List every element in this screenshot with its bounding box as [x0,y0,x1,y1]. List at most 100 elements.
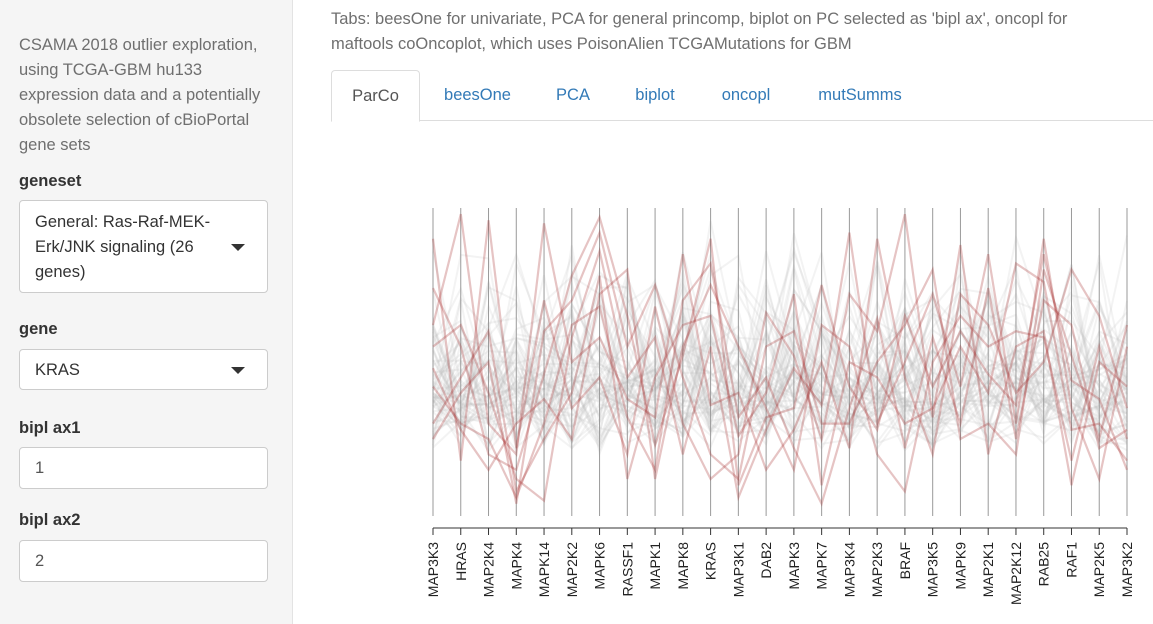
background-line [432,264,1128,447]
x-tick-label: MAP3K3 [425,542,441,597]
background-line [432,277,1128,446]
series-line [431,267,1129,494]
background-line [432,289,1128,429]
background-line [432,235,1128,446]
background-line [432,288,1128,434]
background-line [432,289,1128,445]
background-line [432,287,1128,445]
background-line [432,221,1128,453]
tab-mutsumms[interactable]: mutSumms [818,86,902,104]
bipl-ax1-input[interactable]: 1 [19,447,268,489]
background-line [432,286,1128,447]
x-tick-label: BRAF [897,542,913,579]
background-line [432,251,1128,443]
background-line [432,286,1128,452]
x-tick-label: MAP2K4 [481,542,497,597]
background-line [432,273,1128,450]
x-tick-label: MAP2K2 [564,542,580,597]
sidebar-panel: CSAMA 2018 outlier exploration, using TC… [0,0,293,624]
background-line [432,300,1128,453]
background-line [432,255,1128,450]
sidebar-intro-text: CSAMA 2018 outlier exploration, using TC… [19,36,261,154]
background-line [432,254,1128,452]
x-tick-label: MAP2K12 [1008,542,1024,605]
background-line [432,295,1128,445]
background-line [432,265,1128,431]
x-tick-label: MAPK6 [592,542,608,590]
x-tick-label: MAP3K1 [730,542,746,597]
background-line [432,262,1128,449]
tab-oncopl[interactable]: oncopl [721,86,771,104]
x-tick-label: MAP3K4 [841,542,857,597]
background-line [432,233,1128,428]
x-tick-label: MAPK9 [952,542,968,590]
x-tick-label: RASSF1 [619,542,635,597]
bipl-ax1-label: bipl ax1 [19,419,81,437]
background-line [432,297,1128,445]
x-tick-label: MAPK8 [675,542,691,590]
bipl-ax2-value: 2 [35,552,45,570]
background-line [432,279,1128,449]
background-line [432,252,1128,444]
x-tick-label: MAPK7 [814,542,830,590]
background-line [432,270,1128,446]
x-tick-label: MAP3K5 [925,542,941,597]
x-tick-label: HRAS [453,542,469,581]
x-tick-label: RAB25 [1036,542,1052,587]
background-line [432,282,1128,445]
background-line [432,291,1128,449]
x-tick-label: MAP3K2 [1119,542,1135,597]
background-line [432,283,1128,458]
x-tick-label: MAPK3 [786,542,802,590]
background-line [432,253,1128,432]
gene-select[interactable]: KRAS [19,349,268,390]
geneset-selected-value: General: Ras-Raf-MEK-Erk/JNK signaling (… [35,213,211,281]
geneset-select[interactable]: General: Ras-Raf-MEK-Erk/JNK signaling (… [19,200,268,293]
series-line [432,232,1129,503]
x-tick-label: MAPK4 [508,542,524,590]
background-line [432,252,1128,445]
background-line [432,249,1128,445]
background-line [432,251,1128,447]
tab-biplot[interactable]: biplot [635,86,675,104]
tab-parco[interactable]: ParCo [331,70,420,122]
series-line [432,214,1129,486]
series-line [432,261,1128,495]
x-tick-label: MAP2K3 [869,542,885,597]
background-line [432,268,1128,452]
background-line [432,263,1128,448]
background-line [432,274,1128,446]
tab-pca[interactable]: PCA [556,86,590,104]
background-line [432,270,1128,448]
background-line [432,368,1128,451]
geneset-label: geneset [19,172,82,190]
bipl-ax2-input[interactable]: 2 [19,540,268,582]
background-line [432,253,1128,444]
series-line [432,229,1129,504]
background-line [432,273,1128,444]
background-line [432,260,1128,451]
background-line [432,315,1128,452]
background-line [432,245,1128,436]
x-tick-label: RAF1 [1064,542,1080,578]
gene-label: gene [19,320,58,338]
tab-beesone[interactable]: beesOne [444,86,511,104]
background-line [432,255,1128,448]
background-line [432,260,1128,445]
background-line [432,279,1128,449]
background-line [432,264,1128,452]
x-tick-label: MAPK1 [647,542,663,590]
chevron-down-icon [231,367,245,374]
background-line [432,261,1128,446]
background-line [432,303,1128,453]
background-lines [432,221,1128,458]
background-line [432,274,1128,444]
parallel-coordinates-plot: MAP3K3 HRAS MAP2K4 MAPK4 MAPK14 MAP2K2 MAPK6 RA… [425,208,1135,605]
background-line [432,300,1128,445]
background-line [432,262,1128,453]
background-line [432,251,1128,450]
series-line [431,213,1129,473]
background-line [432,288,1128,447]
background-line [432,275,1128,449]
series-line [432,260,1128,507]
